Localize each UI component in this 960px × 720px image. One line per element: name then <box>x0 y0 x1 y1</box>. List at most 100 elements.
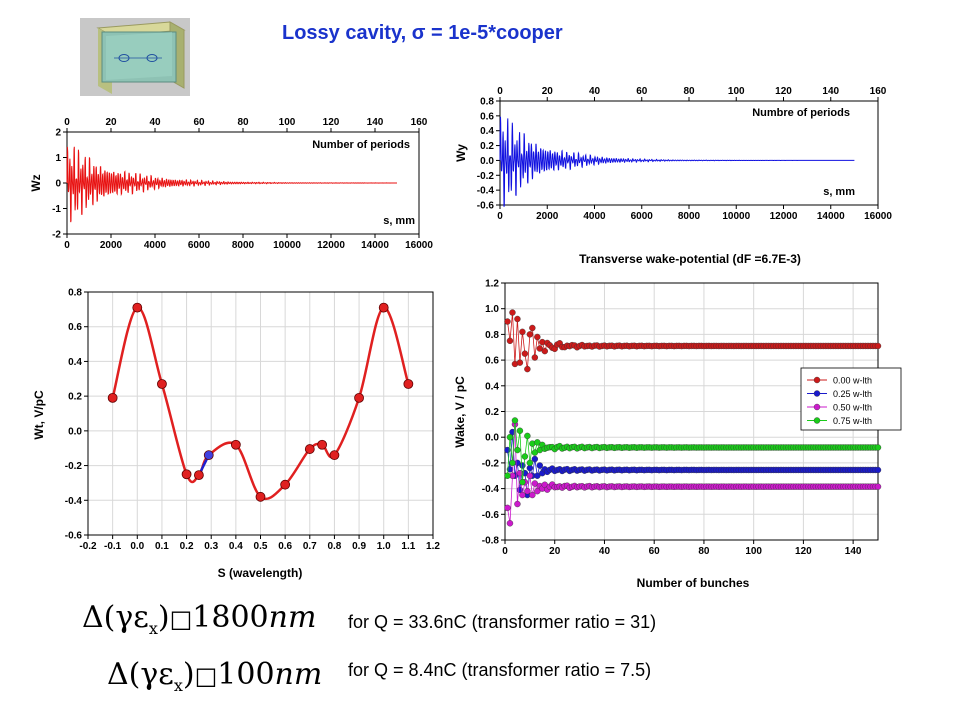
legend-label: 0.75 w-lth <box>833 416 872 426</box>
top-x-tick-label: 160 <box>870 86 887 97</box>
wake-point <box>504 318 511 325</box>
x-tick-label: 0.8 <box>327 541 341 552</box>
wake-point <box>531 455 539 463</box>
wake-series-line <box>507 312 878 370</box>
wake-point <box>531 449 539 456</box>
x-tick-label: 0.2 <box>180 541 194 552</box>
y-tick-label: -0.2 <box>482 458 500 469</box>
y-axis-label: Wake, V / pC <box>453 376 467 448</box>
wake-point <box>509 459 516 467</box>
wake-point <box>534 472 541 479</box>
y-tick-label: 0.8 <box>485 330 499 341</box>
top-x-tick-label: 80 <box>683 86 695 97</box>
legend-label: 0.25 w-lth <box>833 389 872 399</box>
y-tick-label: 0.6 <box>68 322 82 333</box>
top-x-tick-label: 80 <box>237 117 249 128</box>
wake-point <box>511 417 519 424</box>
wake-point <box>519 491 526 499</box>
wt-point <box>193 470 204 481</box>
wake-point <box>529 324 536 332</box>
top-x-tick-label: 0 <box>497 86 503 97</box>
wake-point <box>521 350 529 357</box>
x-tick-label: 0 <box>502 546 508 557</box>
x-tick-label: 8000 <box>678 211 701 222</box>
y-tick-label: 0.8 <box>68 288 82 299</box>
y-axis-label: Wz <box>29 174 43 191</box>
y-tick-label: 0.0 <box>485 433 499 444</box>
wt-chart: -0.2 -0.1 0.0 0.1 0.2 0.3 0.4 0.5 0.6 0.7 0.8 0.9 1.… <box>32 288 440 581</box>
wake-chart: 0 20 40 60 80 100 120 140 -0.8 -0.6 -0.4 -0.2 0.0 0.2… <box>453 279 902 590</box>
top-x-tick-label: 20 <box>542 86 554 97</box>
x-tick-label: 10000 <box>273 240 301 251</box>
chart-caption: Transverse wake-potential (dF =6.7E-3) <box>579 252 801 266</box>
y-tick-label: -2 <box>52 230 61 241</box>
y-tick-label: 0.6 <box>480 111 494 122</box>
x-tick-label: 4000 <box>144 240 167 251</box>
emittance-note-2: for Q = 8.4nC (transformer ratio = 7.5) <box>348 660 652 680</box>
y-tick-label: 0.6 <box>485 356 499 367</box>
y-tick-label: 1.0 <box>485 304 499 315</box>
y-tick-label: -0.6 <box>482 510 500 521</box>
wake-point <box>524 487 531 495</box>
top-x-tick-label: 0 <box>64 117 70 128</box>
wt-point <box>157 379 167 389</box>
x-tick-label: -0.1 <box>104 541 122 552</box>
wake-point <box>519 328 526 336</box>
wake-point <box>506 433 514 441</box>
y-axis-label: Wy <box>454 144 468 162</box>
wt-point <box>107 392 118 403</box>
wake-point <box>536 345 544 352</box>
wake-point <box>509 309 516 316</box>
wake-point <box>514 500 521 508</box>
wake-point <box>874 483 882 490</box>
wake-point <box>516 359 524 366</box>
y-tick-label: -0.2 <box>477 171 495 182</box>
wake-point <box>541 347 548 355</box>
wake-point <box>526 331 534 338</box>
wt-point <box>378 302 389 313</box>
wake-signal-line <box>66 146 397 223</box>
x-tick-label: 10000 <box>722 211 750 222</box>
x-tick-label: 140 <box>845 546 862 557</box>
x-axis-label: S (wavelength) <box>218 566 303 580</box>
x-tick-label: 14000 <box>361 240 389 251</box>
x-tick-label: 60 <box>649 546 661 557</box>
wt-point <box>280 479 291 490</box>
wake-point <box>534 487 541 495</box>
wt-point <box>181 469 192 480</box>
cavity-thumbnail <box>80 18 190 96</box>
x-tick-label: 0 <box>64 240 70 251</box>
wz-chart: 0 2000 4000 6000 8000 10000 12000 14000 16000-2-… <box>29 117 433 251</box>
legend-label: 0.50 w-lth <box>833 403 872 413</box>
wt-point <box>317 439 328 450</box>
wake-point <box>524 365 531 373</box>
y-tick-label: 0 <box>55 179 61 190</box>
top-x-axis-label: Numbre of periods <box>752 107 850 119</box>
emittance-note-1: for Q = 33.6nC (transformer ratio = 31) <box>348 612 657 632</box>
y-tick-label: 0.4 <box>480 126 494 137</box>
y-tick-label: -0.8 <box>482 536 500 547</box>
wake-point <box>534 439 541 446</box>
wake-point <box>536 462 544 469</box>
wake-point <box>521 453 529 460</box>
top-x-axis-label: Number of periods <box>312 139 410 151</box>
y-tick-label: -0.4 <box>477 186 495 197</box>
y-tick-label: 1 <box>55 153 61 164</box>
wake-point <box>526 472 534 479</box>
legend-label: 0.00 w-lth <box>833 376 872 386</box>
x-tick-label: 12000 <box>317 240 345 251</box>
y-tick-label: 0.4 <box>485 381 499 392</box>
page-title: Lossy cavity, σ = 1e-5*cooper <box>282 22 563 44</box>
top-x-tick-label: 40 <box>149 117 161 128</box>
y-tick-label: 0.2 <box>485 407 499 418</box>
wt-point <box>329 450 340 461</box>
x-tick-label: -0.2 <box>79 541 97 552</box>
x-tick-label: 0.6 <box>278 541 292 552</box>
x-tick-label: 4000 <box>583 211 606 222</box>
y-tick-label: -0.4 <box>65 496 83 507</box>
wt-point <box>132 302 143 313</box>
top-x-tick-label: 40 <box>589 86 601 97</box>
wake-point <box>504 472 511 479</box>
legend-marker <box>813 417 821 424</box>
y-tick-label: -0.2 <box>65 461 83 472</box>
